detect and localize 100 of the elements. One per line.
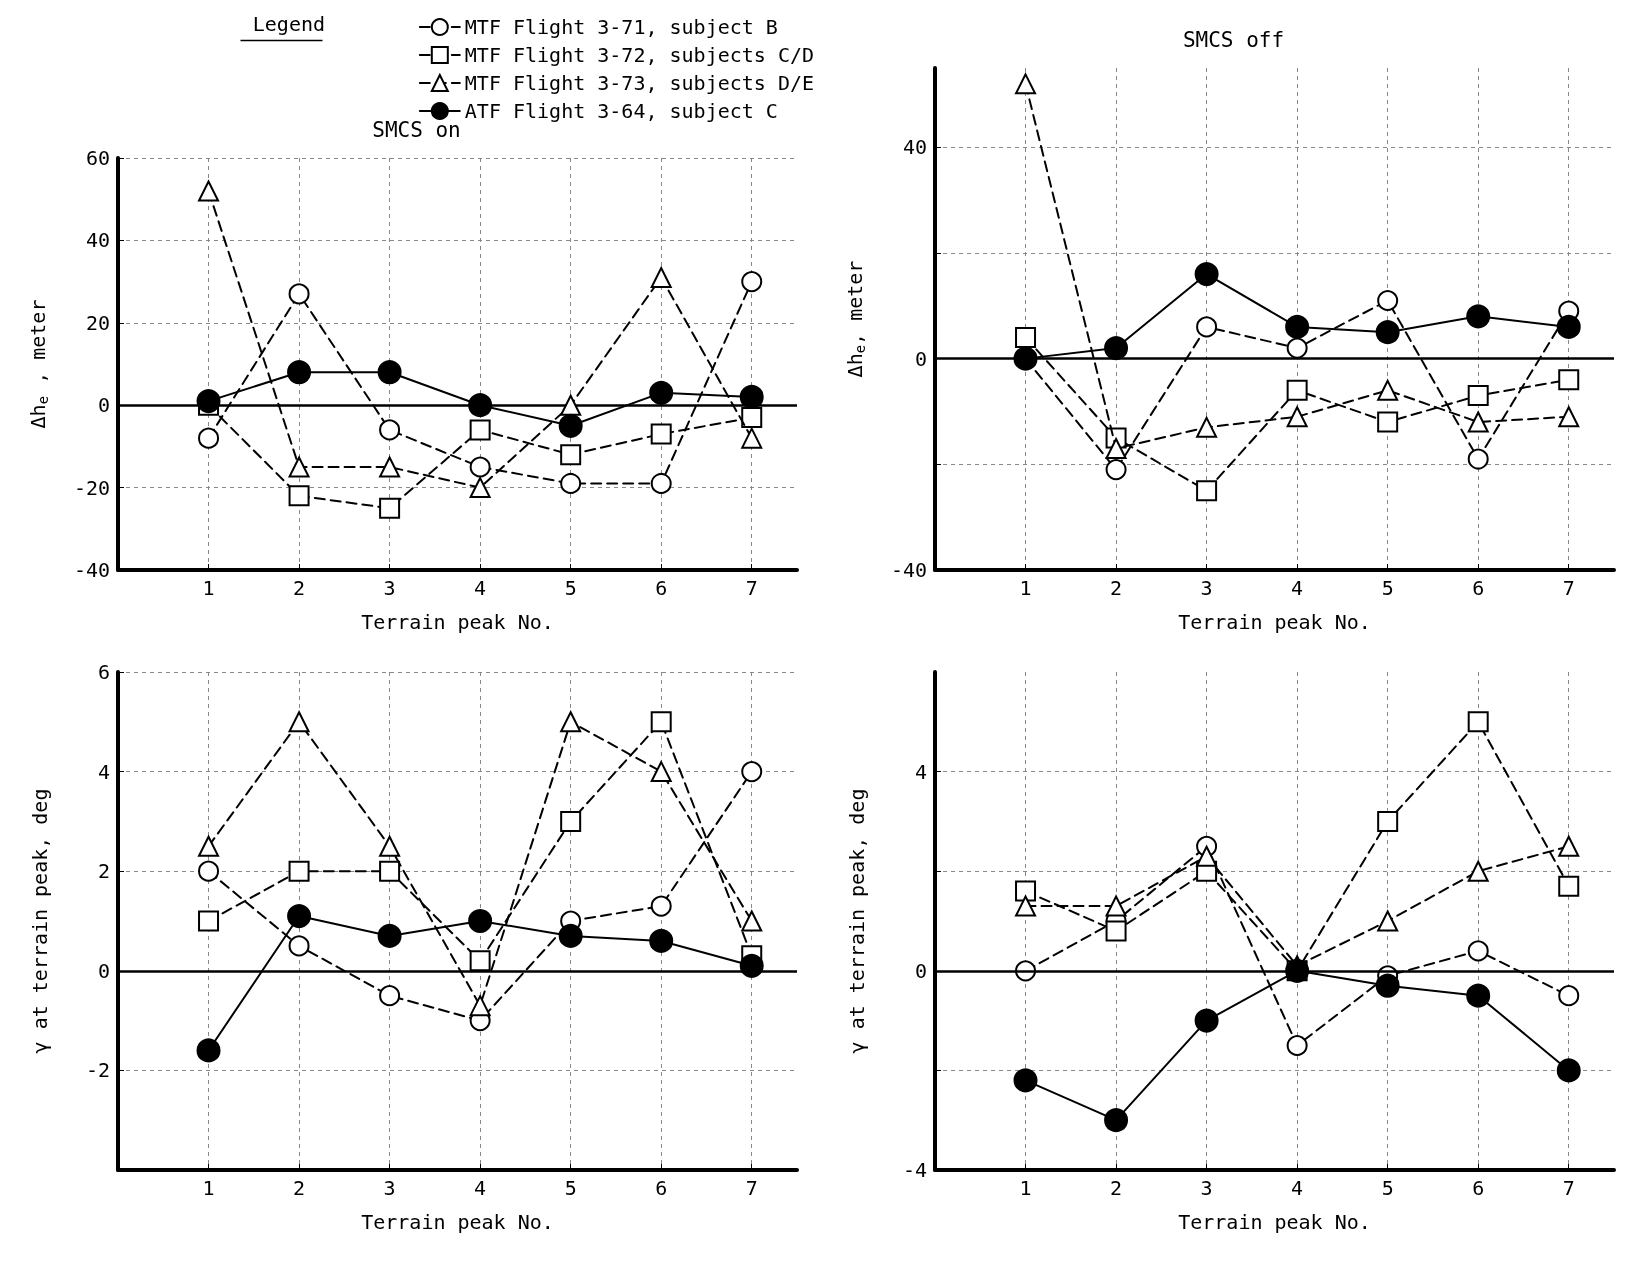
point — [287, 360, 312, 385]
point — [1194, 1008, 1219, 1033]
point — [650, 761, 672, 783]
legend-label: ATF Flight 3-64, subject C — [464, 99, 778, 123]
point — [469, 950, 491, 972]
point — [469, 477, 491, 499]
x-tick-label: 7 — [745, 1176, 758, 1200]
point — [1556, 1058, 1581, 1083]
point — [196, 389, 221, 414]
x-tick-label: 7 — [1562, 1176, 1575, 1200]
x-tick-label: 4 — [1291, 1176, 1304, 1200]
point — [1467, 448, 1489, 470]
point — [379, 985, 401, 1007]
point — [1558, 369, 1580, 391]
point — [1467, 711, 1489, 733]
point — [1558, 985, 1580, 1007]
legend-label: MTF Flight 3-71, subject B — [464, 15, 778, 39]
x-tick-label: 1 — [202, 1176, 215, 1200]
point — [1105, 895, 1127, 917]
y-tick-label: 0 — [97, 958, 110, 983]
y-tick-label: 0 — [914, 346, 927, 371]
point — [469, 419, 491, 441]
y-tick-label: -40 — [890, 558, 927, 582]
x-tick-label: 6 — [1472, 576, 1485, 600]
point — [650, 472, 672, 494]
point — [560, 444, 582, 466]
point — [739, 384, 764, 409]
x-tick-label: 5 — [1381, 1176, 1394, 1200]
x-tick-label: 3 — [1200, 576, 1213, 600]
x-tick-label: 7 — [1562, 576, 1575, 600]
point — [198, 910, 220, 932]
x-tick-label: 7 — [745, 576, 758, 600]
y-tick-label: -40 — [73, 558, 110, 582]
point — [468, 393, 493, 418]
point — [1377, 910, 1399, 932]
point — [1466, 983, 1491, 1008]
point — [288, 283, 310, 305]
point — [739, 953, 764, 978]
y-tick-label: -2 — [85, 1058, 110, 1083]
point — [741, 407, 763, 429]
x-tick-label: 5 — [564, 1176, 577, 1200]
x-tick-label: 4 — [1291, 576, 1304, 600]
point — [1467, 385, 1489, 407]
point — [1285, 314, 1310, 339]
point — [1104, 336, 1129, 361]
point — [288, 935, 310, 957]
point — [1466, 304, 1491, 329]
point — [1558, 406, 1580, 428]
point — [649, 928, 674, 953]
y-axis-title: Δhe, meter — [843, 260, 868, 378]
point — [288, 456, 310, 478]
y-tick-label: 4 — [914, 759, 927, 784]
point — [1194, 262, 1219, 287]
x-tick-label: 2 — [293, 576, 306, 600]
y-tick-label: -4 — [902, 1158, 927, 1182]
x-axis-title: Terrain peak No. — [1178, 610, 1371, 634]
x-tick-label: 5 — [1381, 576, 1394, 600]
point — [741, 271, 763, 293]
point — [1196, 416, 1218, 438]
point — [1377, 290, 1399, 311]
point — [196, 1038, 221, 1063]
point — [1556, 314, 1581, 339]
y-tick-label: -20 — [73, 475, 110, 500]
point — [1286, 1035, 1308, 1056]
x-tick-label: 6 — [1472, 1176, 1485, 1200]
point — [198, 427, 220, 449]
point — [287, 904, 312, 929]
point — [1558, 875, 1580, 897]
point — [1196, 845, 1218, 867]
point — [379, 419, 401, 441]
point — [468, 909, 493, 933]
point — [469, 456, 491, 478]
y-tick-label: 0 — [914, 958, 927, 983]
point — [1196, 316, 1218, 338]
y-tick-label: 20 — [85, 310, 110, 335]
point — [560, 711, 582, 733]
x-tick-label: 1 — [1019, 576, 1032, 600]
point — [560, 394, 582, 416]
point — [1375, 320, 1400, 345]
x-axis-title: Terrain peak No. — [361, 610, 554, 634]
y-tick-label: 0 — [97, 393, 110, 418]
y-tick-label: 40 — [902, 135, 927, 160]
y-axis-title: Δhe , meter — [26, 299, 51, 429]
x-tick-label: 3 — [1200, 1176, 1213, 1200]
x-tick-label: 2 — [1110, 576, 1123, 600]
chart-title: SMCS off — [1182, 27, 1285, 52]
point — [1467, 860, 1489, 882]
x-tick-label: 6 — [655, 576, 668, 600]
point — [377, 360, 402, 385]
point — [741, 910, 763, 932]
legend-label: MTF Flight 3-73, subjects D/E — [464, 71, 815, 95]
point — [1375, 973, 1400, 998]
x-tick-label: 2 — [1110, 1176, 1123, 1200]
point — [379, 860, 401, 882]
point — [558, 413, 583, 438]
y-tick-label: 2 — [97, 859, 110, 884]
point — [469, 995, 491, 1017]
point — [741, 427, 763, 449]
point — [649, 380, 674, 405]
point — [198, 180, 220, 202]
